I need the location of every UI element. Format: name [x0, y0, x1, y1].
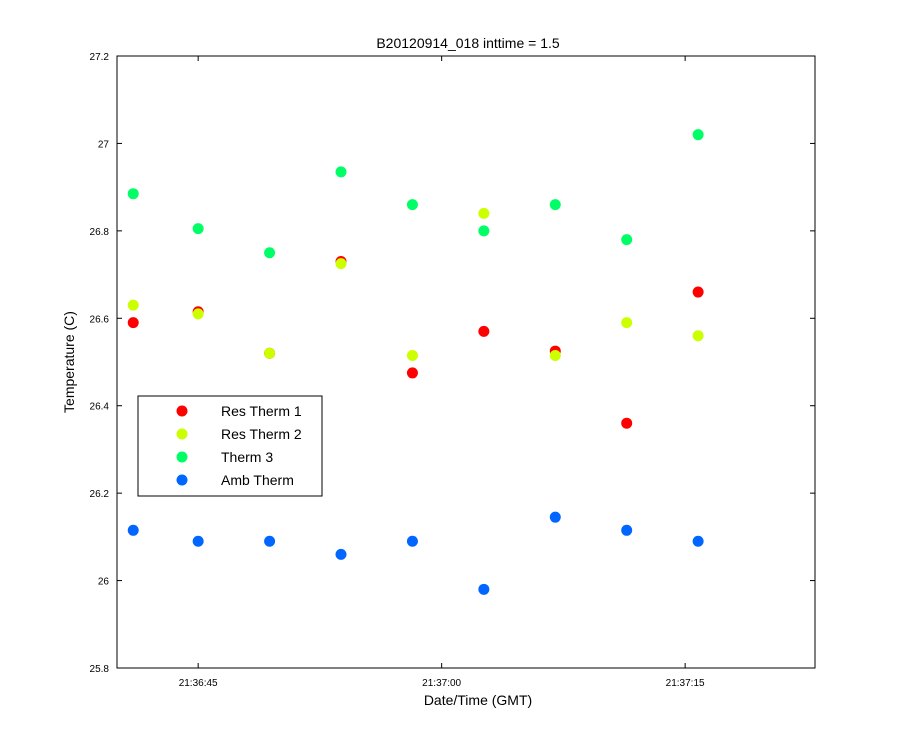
- plot-area: [116, 55, 816, 669]
- y-axis-label: Temperature (C): [61, 311, 77, 413]
- point-res-therm-2: [406, 349, 418, 361]
- point-res-therm-2: [621, 317, 633, 329]
- point-amb-therm: [127, 524, 139, 536]
- y-tick-label: 26.2: [90, 489, 110, 500]
- point-amb-therm: [692, 535, 704, 547]
- y-axis: 25.8 26 26.2 26.4 26.6 26.8 27 27.2: [90, 52, 815, 675]
- legend-box: [137, 395, 323, 497]
- point-res-therm-2: [264, 347, 276, 359]
- x-axis: 21:36:45 21:37:00 21:37:15: [179, 56, 705, 689]
- point-amb-therm: [478, 583, 490, 595]
- x-axis-label: Date/Time (GMT): [424, 692, 532, 708]
- legend-marker-therm-3: [176, 451, 188, 463]
- y-tick-label: 27: [98, 139, 110, 150]
- point-res-therm-2: [478, 207, 490, 219]
- legend-label-res-therm-2: Res Therm 2: [221, 426, 302, 442]
- legend-marker-amb-therm: [176, 474, 188, 486]
- x-tick-label: 21:37:00: [422, 678, 461, 689]
- y-tick-label: 26.6: [90, 314, 110, 325]
- y-tick-label: 26.8: [90, 227, 110, 238]
- legend-marker-res-therm-2: [176, 428, 188, 440]
- legend-label-res-therm-1: Res Therm 1: [221, 403, 302, 419]
- point-amb-therm: [549, 511, 561, 523]
- y-tick-label: 25.8: [90, 664, 110, 675]
- point-therm-3: [478, 225, 490, 237]
- point-amb-therm: [621, 524, 633, 536]
- y-tick-label: 26: [98, 577, 110, 588]
- point-res-therm-1: [406, 367, 418, 379]
- legend-label-amb-therm: Amb Therm: [221, 472, 294, 488]
- point-amb-therm: [335, 548, 347, 560]
- point-res-therm-1: [621, 417, 633, 429]
- point-amb-therm: [264, 535, 276, 547]
- point-res-therm-2: [335, 258, 347, 270]
- point-res-therm-1: [127, 317, 139, 329]
- x-tick-label: 21:36:45: [179, 678, 218, 689]
- point-therm-3: [192, 223, 204, 235]
- point-amb-therm: [192, 535, 204, 547]
- legend-marker-res-therm-1: [176, 405, 188, 417]
- x-tick-label: 21:37:15: [666, 678, 705, 689]
- y-tick-label: 27.2: [90, 52, 110, 63]
- point-therm-3: [692, 129, 704, 141]
- data-points: [127, 129, 704, 595]
- point-therm-3: [127, 188, 139, 200]
- point-therm-3: [264, 247, 276, 259]
- point-res-therm-2: [692, 330, 704, 342]
- legend-label-therm-3: Therm 3: [221, 449, 273, 465]
- point-res-therm-2: [127, 299, 139, 311]
- point-therm-3: [335, 166, 347, 178]
- point-therm-3: [549, 199, 561, 211]
- point-res-therm-2: [549, 349, 561, 361]
- point-therm-3: [406, 199, 418, 211]
- point-res-therm-1: [478, 325, 490, 337]
- point-res-therm-2: [192, 308, 204, 320]
- point-therm-3: [621, 234, 633, 246]
- point-amb-therm: [406, 535, 418, 547]
- point-res-therm-1: [692, 286, 704, 298]
- y-tick-label: 26.4: [90, 402, 110, 413]
- legend: Res Therm 1 Res Therm 2 Therm 3 Amb Therm: [137, 395, 323, 497]
- chart-title: B20120914_018 inttime = 1.5: [376, 35, 560, 51]
